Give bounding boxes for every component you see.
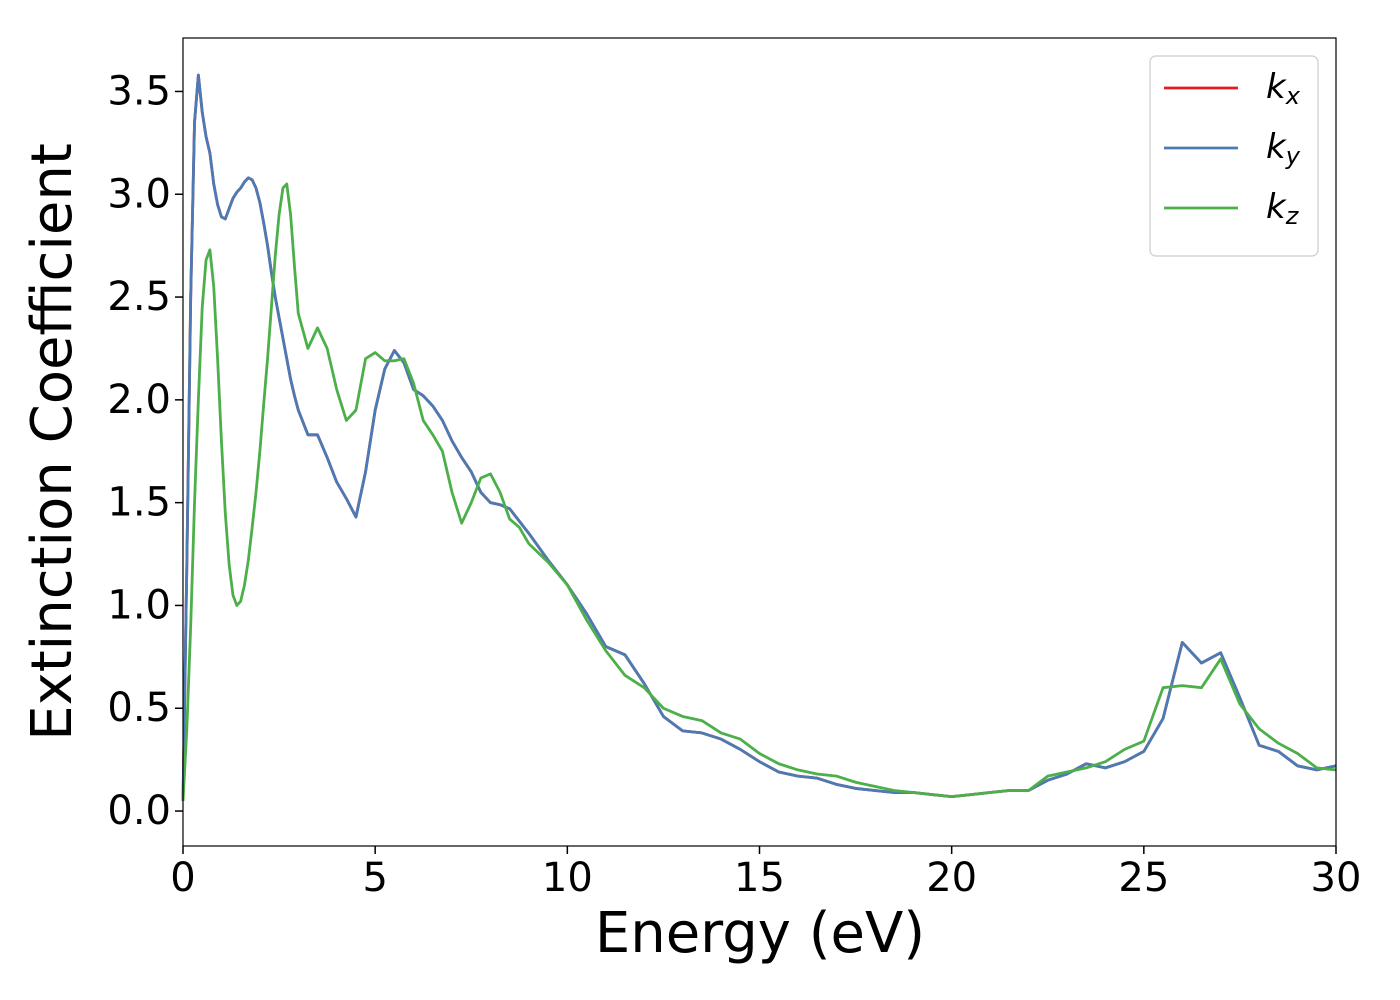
legend-label: kz bbox=[1266, 187, 1300, 231]
series-line bbox=[181, 182, 1337, 801]
y-tick-label: 0.0 bbox=[107, 788, 171, 834]
y-axis-label: Extinction Coefficient bbox=[20, 143, 85, 741]
legend-label: ky bbox=[1266, 127, 1301, 171]
y-tick-label: 2.5 bbox=[107, 274, 171, 320]
y-tick-label: 1.5 bbox=[107, 480, 171, 526]
x-tick-label: 20 bbox=[926, 855, 977, 901]
x-axis-label: Energy (eV) bbox=[595, 901, 925, 966]
y-tick-label: 1.0 bbox=[107, 582, 171, 628]
y-tick-label: 0.5 bbox=[107, 685, 171, 731]
legend-label: kx bbox=[1266, 67, 1301, 111]
x-tick-label: 10 bbox=[542, 855, 593, 901]
x-tick-label: 15 bbox=[734, 855, 785, 901]
y-tick-label: 3.5 bbox=[107, 68, 171, 114]
y-tick-label: 3.0 bbox=[107, 171, 171, 217]
x-tick-label: 0 bbox=[170, 855, 195, 901]
legend-box bbox=[1149, 55, 1319, 257]
y-tick-label: 2.0 bbox=[107, 377, 171, 423]
x-tick-label: 5 bbox=[362, 855, 387, 901]
plot-frame bbox=[182, 37, 1337, 847]
x-tick-label: 25 bbox=[1118, 855, 1169, 901]
x-tick-label: 30 bbox=[1311, 855, 1362, 901]
